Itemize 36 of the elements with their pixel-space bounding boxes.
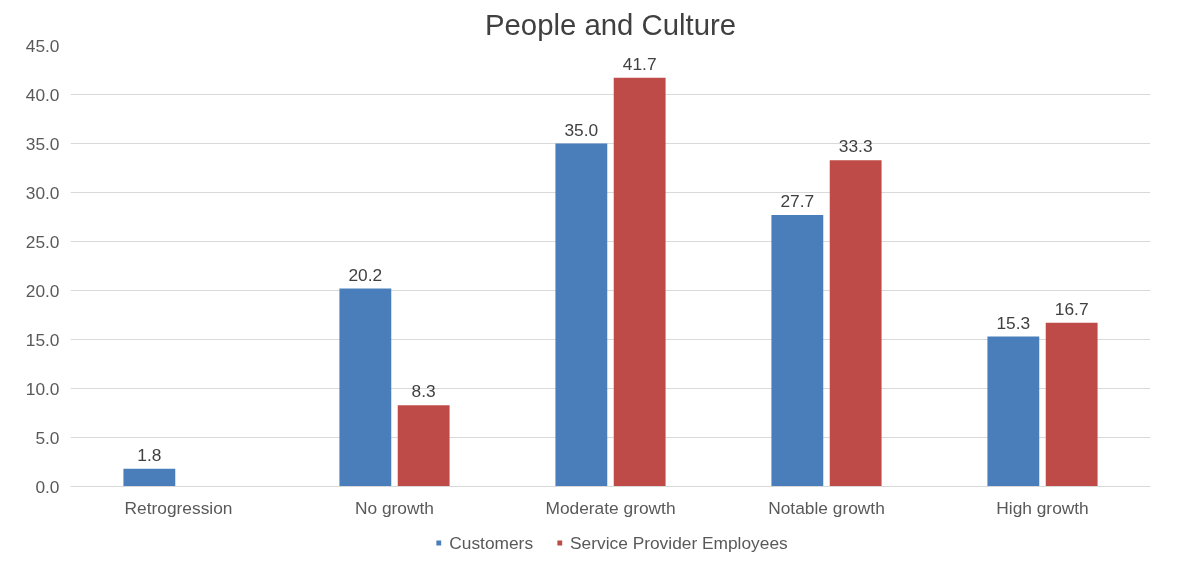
bar bbox=[555, 143, 608, 487]
x-tick-label: Retrogression bbox=[124, 497, 233, 518]
bar bbox=[123, 468, 176, 487]
y-tick-label: 20.0 bbox=[25, 280, 60, 301]
x-tick-label: Notable growth bbox=[768, 497, 885, 518]
chart-title: People and Culture bbox=[484, 7, 737, 41]
data-label: 35.0 bbox=[564, 119, 599, 140]
bar bbox=[613, 77, 666, 487]
y-tick-label: 15.0 bbox=[25, 329, 60, 350]
y-tick-label: 10.0 bbox=[25, 378, 60, 399]
data-label: 8.3 bbox=[411, 381, 436, 402]
x-tick-label: Moderate growth bbox=[545, 497, 676, 518]
bar bbox=[339, 288, 392, 487]
y-tick-label: 40.0 bbox=[25, 84, 60, 105]
legend-label: Customers bbox=[449, 532, 534, 553]
y-tick-label: 30.0 bbox=[25, 182, 60, 203]
y-tick-label: 0.0 bbox=[35, 476, 60, 497]
bar bbox=[397, 405, 450, 487]
data-label: 15.3 bbox=[996, 312, 1031, 333]
bar bbox=[1045, 322, 1098, 487]
x-tick-label: High growth bbox=[996, 497, 1089, 518]
legend-label: Service Provider Employees bbox=[570, 532, 788, 553]
bar bbox=[771, 215, 824, 487]
data-label: 27.7 bbox=[780, 191, 815, 212]
bar bbox=[829, 160, 882, 487]
x-tick-label: No growth bbox=[355, 497, 434, 518]
bar bbox=[987, 336, 1040, 487]
data-label: 33.3 bbox=[838, 136, 873, 157]
data-label: 20.2 bbox=[348, 264, 383, 285]
y-tick-label: 5.0 bbox=[35, 427, 60, 448]
y-tick-label: 45.0 bbox=[25, 35, 60, 56]
data-label: 16.7 bbox=[1054, 298, 1089, 319]
data-label: 1.8 bbox=[137, 444, 162, 465]
y-tick-label: 35.0 bbox=[25, 133, 60, 154]
y-tick-label: 25.0 bbox=[25, 231, 60, 252]
data-label: 41.7 bbox=[622, 53, 657, 74]
